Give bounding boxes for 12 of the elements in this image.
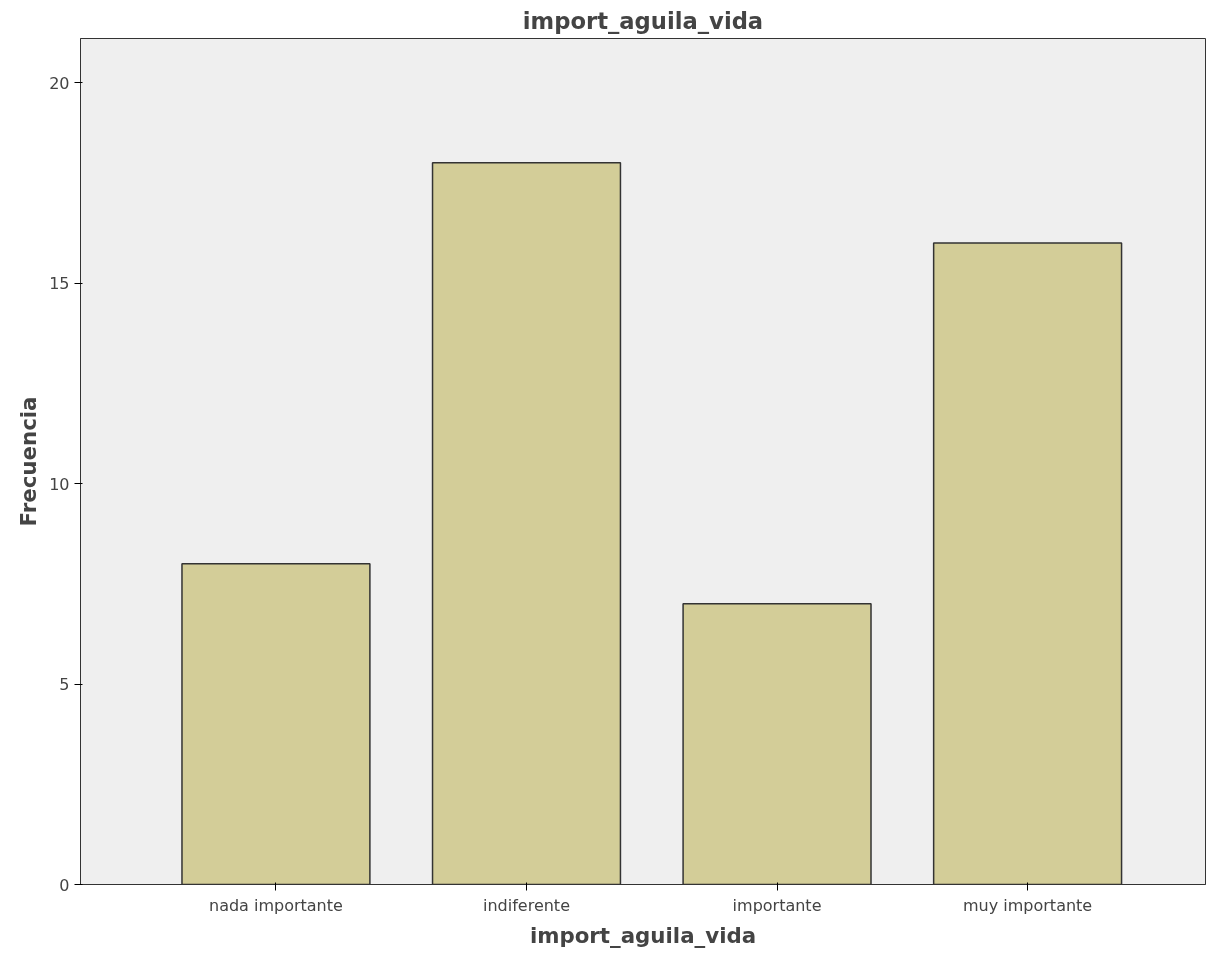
x-tick-label: importante — [732, 895, 822, 915]
y-axis-title: Frecuencia — [16, 396, 42, 527]
x-axis-title: import_aguila_vida — [529, 922, 757, 948]
y-tick-label: 0 — [59, 875, 70, 895]
x-tick-label: nada importante — [208, 895, 343, 915]
y-tick-label: 20 — [49, 73, 70, 93]
x-tick-label: indiferente — [482, 895, 570, 915]
y-tick-label: 10 — [49, 474, 70, 494]
chart-title: import_aguila_vida — [522, 7, 764, 34]
y-tick-label: 15 — [49, 274, 70, 294]
x-tick-label: muy importante — [963, 895, 1093, 915]
y-tick-label: 5 — [59, 675, 70, 695]
